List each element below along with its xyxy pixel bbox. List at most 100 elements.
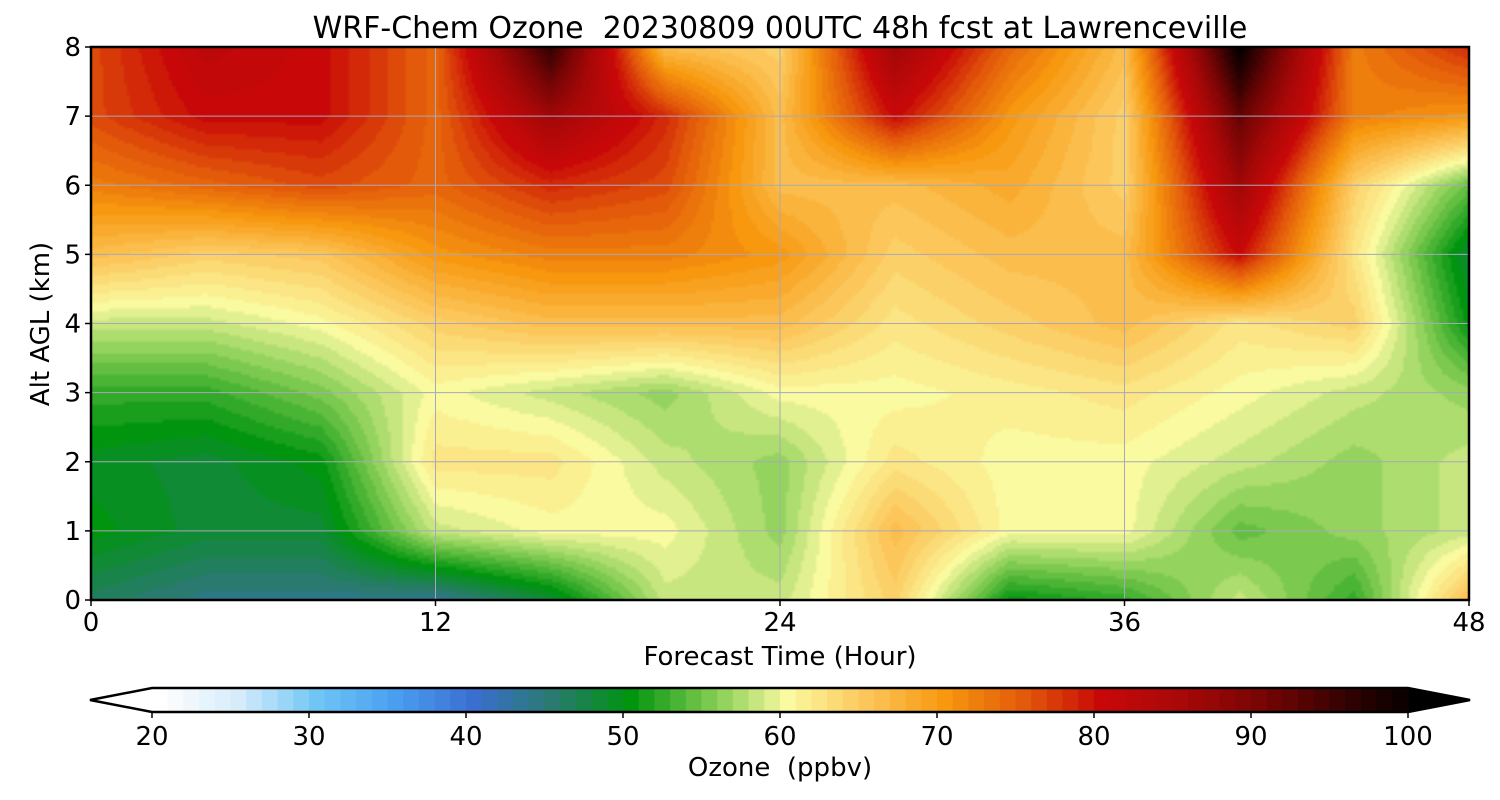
- colorbar-swatch: [261, 688, 279, 712]
- colorbar-swatch: [874, 688, 891, 712]
- x-axis-label: Forecast Time (Hour): [643, 642, 916, 672]
- colorbar-swatch: [1109, 688, 1126, 712]
- colorbar-swatch: [575, 688, 593, 712]
- x-tick-label: 0: [83, 608, 100, 638]
- y-tick-label: 0: [64, 586, 81, 616]
- colorbar-swatch: [1141, 688, 1158, 712]
- colorbar-swatch: [811, 688, 828, 712]
- colorbar-swatch: [214, 688, 232, 712]
- colorbar-tick-label: 100: [1383, 722, 1433, 752]
- colorbar-swatch: [732, 688, 750, 712]
- x-tick-label: 48: [1452, 608, 1485, 638]
- colorbar-swatch: [591, 688, 608, 712]
- colorbar-swatch: [418, 688, 436, 712]
- x-axis: 0 12 24 36 48: [83, 600, 1486, 638]
- y-tick-label: 8: [64, 33, 81, 63]
- colorbar-swatch: [481, 688, 498, 712]
- colorbar-swatch: [827, 688, 844, 712]
- colorbar-extend-low: [90, 688, 152, 712]
- y-tick-label: 5: [64, 240, 81, 270]
- chart-title: WRF-Chem Ozone 20230809 00UTC 48h fcst a…: [313, 11, 1248, 46]
- colorbar-swatch: [309, 688, 326, 712]
- colorbar-tick-label: 40: [449, 722, 482, 752]
- colorbar-swatch: [937, 688, 954, 712]
- colorbar-swatch: [230, 688, 247, 712]
- colorbar-swatch: [1329, 688, 1346, 712]
- colorbar-swatch: [1298, 688, 1315, 712]
- colorbar-swatch: [1219, 688, 1236, 712]
- colorbar-swatch: [1156, 688, 1174, 712]
- colorbar-swatch: [685, 688, 703, 712]
- colorbar-swatch: [780, 688, 797, 712]
- colorbar-swatch: [387, 688, 404, 712]
- colorbar-swatch: [607, 688, 624, 712]
- colorbar-swatch: [167, 688, 184, 712]
- colorbar-swatch: [183, 688, 200, 712]
- y-tick-label: 6: [64, 171, 81, 201]
- colorbar-swatch: [1046, 688, 1064, 712]
- colorbar-swatch: [1015, 688, 1032, 712]
- y-tick-label: 1: [64, 517, 81, 547]
- colorbar-swatch: [513, 688, 530, 712]
- colorbar: 20 30 40 50 60 70 80 90 100: [89, 686, 1471, 752]
- colorbar-swatch: [450, 688, 467, 712]
- x-tick-label: 36: [1108, 608, 1141, 638]
- colorbar-swatch: [795, 688, 812, 712]
- colorbar-tick-label: 20: [135, 722, 168, 752]
- y-axis-label: Alt AGL (km): [26, 242, 56, 406]
- colorbar-tick-label: 50: [606, 722, 639, 752]
- colorbar-swatch: [654, 688, 671, 712]
- colorbar-swatch: [858, 688, 875, 712]
- colorbar-swatch: [1376, 688, 1393, 712]
- y-tick-label: 4: [64, 310, 81, 340]
- colorbar-swatch: [999, 688, 1017, 712]
- colorbar-tick-label: 30: [292, 722, 325, 752]
- colorbar-tick-label: 70: [920, 722, 953, 752]
- colorbar-swatch: [1282, 688, 1299, 712]
- colorbar-swatch: [293, 688, 310, 712]
- colorbar-swatch: [670, 688, 687, 712]
- colorbar-swatch: [1125, 688, 1142, 712]
- colorbar-swatch: [152, 688, 169, 712]
- colorbar-tick-label: 90: [1234, 722, 1267, 752]
- colorbar-swatch: [1313, 688, 1331, 712]
- colorbar-swatch: [434, 688, 451, 712]
- colorbar-swatch: [560, 688, 577, 712]
- colorbar-swatch: [1266, 688, 1283, 712]
- colorbar-swatch: [638, 688, 655, 712]
- y-axis: 0 1 2 3 4 5 6 7 8: [64, 33, 91, 616]
- colorbar-swatch: [356, 688, 373, 712]
- colorbar-swatch: [1078, 688, 1095, 712]
- colorbar-swatch: [371, 688, 389, 712]
- colorbar-swatch: [199, 688, 216, 712]
- colorbar-swatch: [340, 688, 357, 712]
- colorbar-tick-label: 60: [763, 722, 796, 752]
- colorbar-swatch: [1235, 688, 1252, 712]
- colorbar-swatch: [905, 688, 922, 712]
- colorbar-swatch: [1392, 688, 1409, 712]
- colorbar-swatch: [1188, 688, 1205, 712]
- grid-lines: [91, 47, 1469, 600]
- colorbar-swatch: [1062, 688, 1079, 712]
- x-tick-label: 24: [763, 608, 796, 638]
- colorbar-swatch: [1031, 688, 1048, 712]
- colorbar-swatch: [984, 688, 1001, 712]
- y-tick-label: 2: [64, 448, 81, 478]
- colorbar-swatch: [764, 688, 781, 712]
- colorbar-swatch: [544, 688, 561, 712]
- colorbar-swatch: [528, 688, 546, 712]
- colorbar-swatch: [623, 688, 640, 712]
- colorbar-swatch: [1251, 688, 1268, 712]
- colorbar-swatch: [1360, 688, 1378, 712]
- colorbar-swatch: [1172, 688, 1189, 712]
- colorbar-tick-label: 80: [1077, 722, 1110, 752]
- colorbar-swatch: [748, 688, 765, 712]
- colorbar-swatch: [701, 688, 718, 712]
- colorbar-swatch: [246, 688, 263, 712]
- colorbar-swatch: [1094, 688, 1111, 712]
- colorbar-swatch: [324, 688, 341, 712]
- colorbar-swatch: [277, 688, 294, 712]
- y-tick-label: 7: [64, 102, 81, 132]
- colorbar-swatch: [952, 688, 969, 712]
